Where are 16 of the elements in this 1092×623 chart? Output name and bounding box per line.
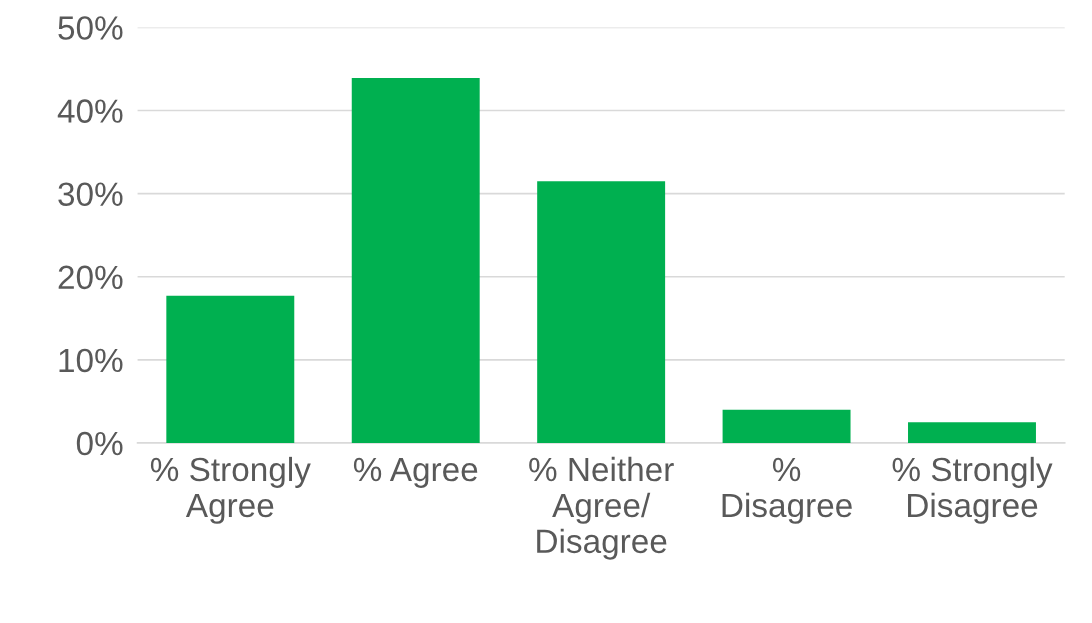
bar: [908, 422, 1036, 443]
y-tick-label: 20%: [58, 265, 123, 290]
y-tick-label: 10%: [59, 348, 123, 373]
x-tick-label: % Strongly Agree: [150, 456, 311, 524]
bar: [722, 409, 851, 443]
bar: [537, 181, 666, 443]
x-tick-label: % Neither Agree/ Disagree: [529, 456, 674, 560]
y-tick-label: 50%: [58, 16, 123, 40]
bar: [166, 295, 295, 443]
y-tick-label: 30%: [58, 182, 123, 207]
x-tick-label: % Disagree: [722, 457, 852, 524]
bar: [351, 78, 480, 443]
x-tick-label: % Agree: [353, 457, 478, 488]
x-tick-label: % Strongly Disagree: [892, 456, 1053, 524]
y-tick-label: 40%: [57, 99, 123, 123]
y-tick-label: 0%: [76, 431, 123, 456]
